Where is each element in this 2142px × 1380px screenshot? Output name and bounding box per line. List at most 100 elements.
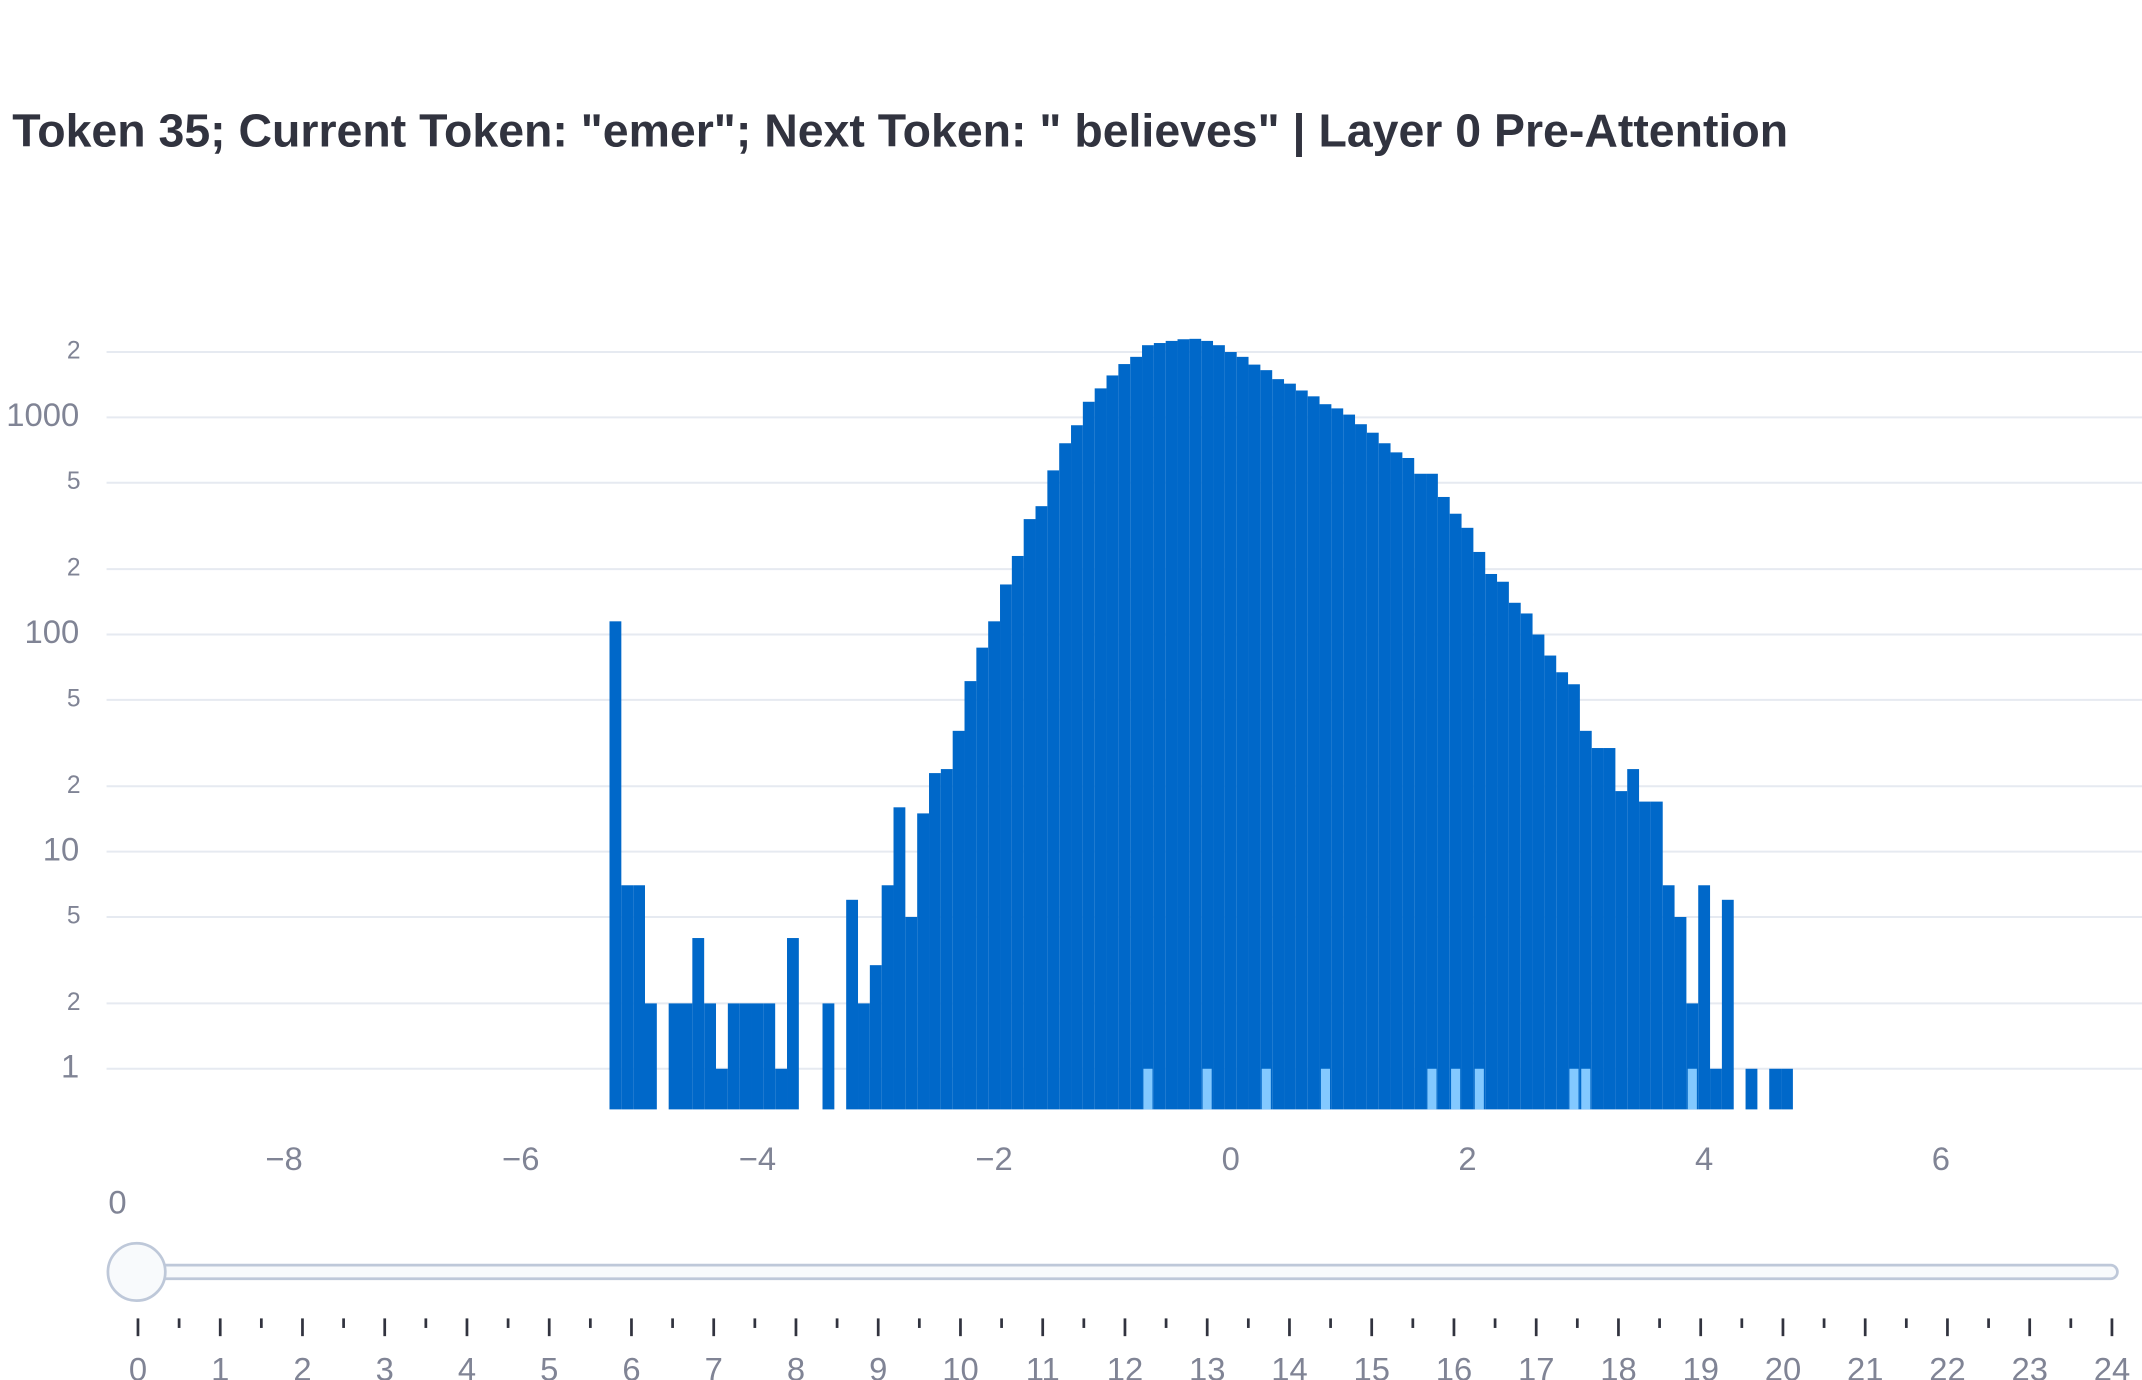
slider-step-label[interactable]: 6: [622, 1350, 640, 1380]
bar: [704, 1003, 717, 1110]
bar: [976, 647, 989, 1110]
slider-step-label[interactable]: 10: [942, 1350, 978, 1380]
bar: [1745, 1068, 1758, 1110]
bar: [1260, 370, 1273, 1110]
bar: [1201, 340, 1214, 1110]
bar: [846, 899, 859, 1110]
bar: [1615, 791, 1628, 1110]
slider-step-label[interactable]: 11: [1026, 1350, 1060, 1380]
bar: [1319, 404, 1332, 1110]
bar: [1059, 443, 1072, 1110]
bar: [1687, 1068, 1697, 1110]
slider-step-label[interactable]: 14: [1271, 1350, 1307, 1380]
x-tick-label: 2: [1458, 1140, 1476, 1177]
slider-step-label[interactable]: 15: [1353, 1350, 1389, 1380]
x-tick-label: −8: [265, 1140, 302, 1177]
slider-step-label[interactable]: 3: [376, 1350, 394, 1380]
slider-step-label[interactable]: 12: [1107, 1350, 1143, 1380]
bar: [1118, 364, 1131, 1110]
bar: [1474, 1068, 1484, 1110]
bar: [621, 885, 634, 1110]
bar: [1427, 1068, 1437, 1110]
bar: [1165, 340, 1178, 1110]
slider-step-label[interactable]: 17: [1518, 1350, 1554, 1380]
bar: [1000, 584, 1012, 1110]
slider-step-label[interactable]: 24: [2094, 1350, 2130, 1380]
bar: [1603, 748, 1616, 1110]
bar: [1544, 655, 1557, 1110]
bar: [1451, 1068, 1461, 1110]
slider-step-label[interactable]: 5: [540, 1350, 558, 1380]
bar: [881, 885, 894, 1110]
bar: [1508, 602, 1521, 1110]
bar: [1402, 457, 1415, 1110]
bar: [668, 1003, 681, 1110]
bar: [1023, 519, 1036, 1110]
bar: [1130, 356, 1143, 1110]
slider-step-label[interactable]: 18: [1600, 1350, 1636, 1380]
bar: [739, 1003, 752, 1110]
slider-track[interactable]: [135, 1263, 2119, 1281]
slider-step-label[interactable]: 23: [2011, 1350, 2047, 1380]
bar: [1343, 414, 1356, 1110]
bar: [893, 807, 906, 1110]
bar: [775, 1068, 788, 1110]
bar: [1224, 352, 1237, 1110]
bar: [716, 1068, 728, 1110]
slider-step-label[interactable]: 1: [211, 1350, 229, 1380]
slider-handle[interactable]: [106, 1241, 167, 1302]
y-tick-label: 5: [67, 902, 81, 929]
bar: [1721, 899, 1734, 1110]
y-tick-label: 2: [67, 989, 81, 1016]
bar: [763, 1003, 776, 1110]
bar: [1143, 1068, 1153, 1110]
bar: [633, 885, 646, 1110]
bar: [1473, 551, 1486, 1110]
slider-step-label[interactable]: 20: [1765, 1350, 1801, 1380]
x-tick-label: 6: [1932, 1140, 1950, 1177]
bar: [1071, 425, 1083, 1110]
bar: [822, 1003, 835, 1110]
bar: [988, 621, 1001, 1110]
slider-step-label[interactable]: 2: [293, 1350, 311, 1380]
slider-step-label[interactable]: 9: [869, 1350, 887, 1380]
y-tick-label: 2: [67, 772, 81, 799]
bar: [1556, 672, 1569, 1110]
bar: [1284, 383, 1296, 1110]
bar: [1449, 513, 1462, 1110]
slider-step-label[interactable]: 19: [1682, 1350, 1718, 1380]
x-tick-label: −2: [975, 1140, 1012, 1177]
bar: [1355, 424, 1367, 1110]
y-tick-label: 2: [67, 338, 81, 365]
bar: [1627, 769, 1640, 1110]
slider-step-label[interactable]: 8: [787, 1350, 805, 1380]
bar: [1236, 356, 1249, 1110]
x-tick-label: 4: [1695, 1140, 1713, 1177]
slider-step-label[interactable]: 4: [458, 1350, 476, 1380]
slider-step-label[interactable]: 7: [705, 1350, 723, 1380]
bar: [1414, 473, 1427, 1110]
bar: [1331, 408, 1344, 1110]
slider-step-label[interactable]: 13: [1189, 1350, 1225, 1380]
bar: [1189, 338, 1202, 1110]
bars: [609, 338, 1793, 1110]
bar: [1569, 1068, 1579, 1110]
bar: [727, 1003, 740, 1110]
slider-step-label[interactable]: 16: [1436, 1350, 1472, 1380]
bar: [905, 916, 918, 1110]
bar: [609, 621, 622, 1110]
slider[interactable]: 0 0 1 2 3 4 5 6 7 8 9 10 11 12 13 14 15 16 17 18 19 20 21 22 23…: [106, 1184, 2130, 1380]
bar: [1639, 801, 1651, 1110]
slider-step-label[interactable]: 21: [1847, 1350, 1883, 1380]
bar: [964, 681, 977, 1110]
bar: [1261, 1068, 1271, 1110]
slider-step-label[interactable]: 22: [1929, 1350, 1965, 1380]
bar: [787, 938, 799, 1110]
bar: [917, 813, 930, 1110]
bar: [1497, 581, 1509, 1110]
y-tick-label: 5: [67, 468, 81, 495]
slider-step-label[interactable]: 0: [129, 1350, 147, 1380]
bar: [1390, 452, 1403, 1110]
